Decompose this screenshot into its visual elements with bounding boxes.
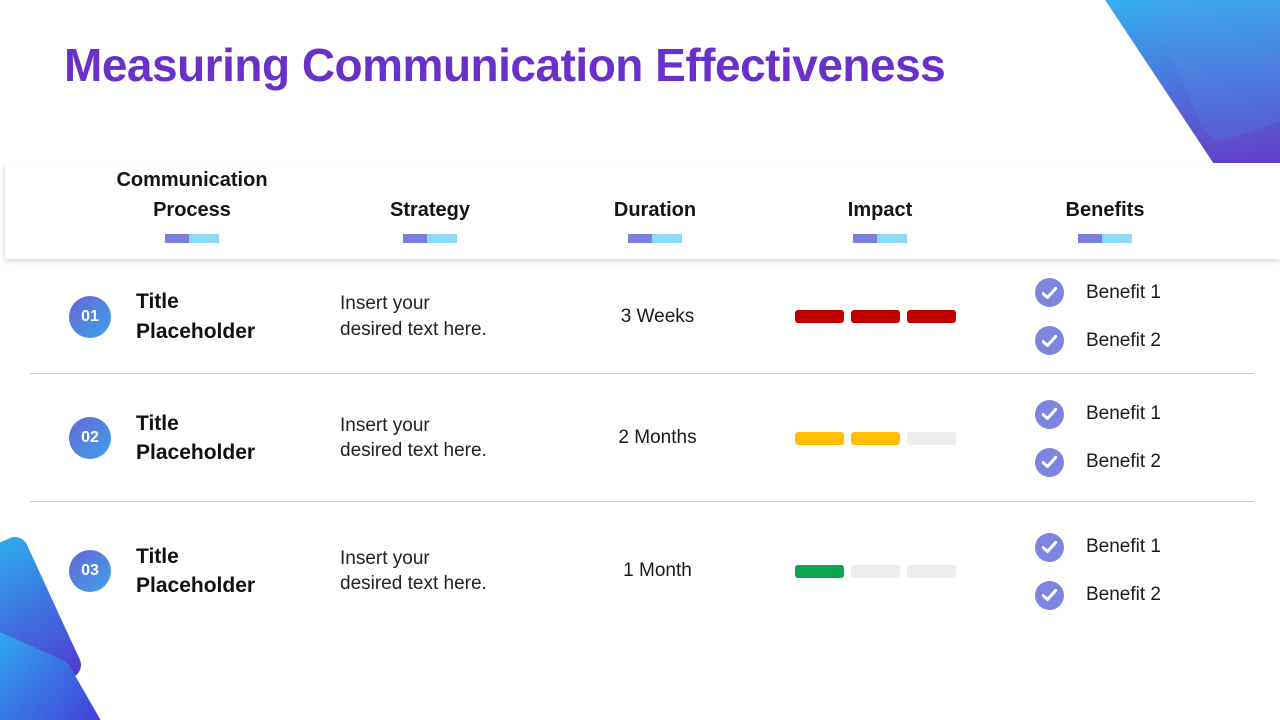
check-icon (1035, 326, 1064, 355)
decor-top-right-back (1105, 0, 1280, 190)
column-header-duration: Duration (545, 163, 765, 259)
benefit-label: Benefit 1 (1086, 281, 1161, 303)
duration-value: 2 Months (618, 427, 697, 448)
strategy-cell: Insert your desired text here. (340, 259, 525, 374)
process-title-cell: Title Placeholder (136, 374, 286, 502)
benefit-item: Benefit 2 (1035, 447, 1161, 477)
impact-segment (851, 564, 900, 578)
table-row: 01 Title Placeholder Insert your desired… (0, 259, 1280, 374)
impact-cell (795, 259, 956, 374)
benefit-label: Benefit 2 (1086, 329, 1161, 351)
process-title-cell: Title Placeholder (136, 502, 286, 640)
column-header-label: Benefits (1065, 199, 1145, 221)
duration-cell: 3 Weeks (575, 259, 740, 374)
check-icon (1035, 278, 1064, 307)
duration-cell: 1 Month (575, 502, 740, 640)
column-header-label: Strategy (389, 199, 471, 221)
column-header-benefits: Benefits (995, 163, 1215, 259)
strategy-cell: Insert your desired text here. (340, 374, 525, 502)
impact-segment (795, 431, 844, 445)
impact-segment (795, 310, 844, 323)
benefit-label: Benefit 2 (1086, 584, 1161, 605)
column-header-impact: Impact (770, 163, 990, 259)
strategy-text: Insert your desired text here. (340, 293, 487, 340)
benefit-label: Benefit 1 (1086, 536, 1161, 557)
process-title-cell: Title Placeholder (136, 259, 286, 374)
column-header-label: Communication Process (116, 169, 268, 221)
process-title: Title Placeholder (136, 411, 256, 464)
strategy-cell: Insert your desired text here. (340, 502, 525, 640)
benefits-cell: Benefit 1 Benefit 2 (1035, 259, 1255, 374)
duration-value: 3 Weeks (620, 305, 695, 327)
check-icon (1035, 399, 1064, 429)
benefit-item: Benefit 1 (1035, 399, 1161, 429)
benefits-cell: Benefit 1 Benefit 2 (1035, 374, 1255, 502)
check-icon (1035, 532, 1064, 562)
duration-cell: 2 Months (575, 374, 740, 502)
table-row: 02 Title Placeholder Insert your desired… (0, 374, 1280, 502)
duration-value: 1 Month (623, 560, 692, 581)
process-title: Title Placeholder (136, 544, 256, 597)
impact-cell (795, 374, 956, 502)
table-header-band: Communication Process Strategy Duration … (5, 163, 1280, 259)
impact-segment (907, 564, 956, 578)
impact-segment (851, 431, 900, 445)
header-accent-bar (1078, 234, 1132, 243)
row-number-badge: 03 (69, 550, 111, 592)
column-header-strategy: Strategy (320, 163, 540, 259)
row-number-badge: 01 (69, 295, 111, 338)
column-header-label: Impact (847, 199, 913, 221)
benefit-item: Benefit 2 (1035, 326, 1161, 355)
strategy-text: Insert your desired text here. (340, 547, 487, 594)
impact-cell (795, 502, 956, 640)
header-accent-bar (853, 234, 907, 243)
header-accent-bar (403, 234, 457, 243)
benefit-label: Benefit 1 (1086, 403, 1161, 424)
impact-segment (851, 310, 900, 323)
header-accent-bar (628, 234, 682, 243)
benefit-item: Benefit 1 (1035, 278, 1161, 307)
column-header-label: Duration (613, 199, 697, 221)
impact-segment (795, 564, 844, 578)
check-icon (1035, 580, 1064, 610)
benefit-item: Benefit 1 (1035, 532, 1161, 562)
row-divider (30, 501, 1254, 502)
impact-segment (907, 431, 956, 445)
row-divider (30, 373, 1254, 374)
header-accent-bar (165, 234, 219, 243)
table-row: 03 Title Placeholder Insert your desired… (0, 502, 1280, 640)
page-title: Measuring Communication Effectiveness (64, 39, 946, 91)
benefit-item: Benefit 2 (1035, 580, 1161, 610)
benefits-cell: Benefit 1 Benefit 2 (1035, 502, 1255, 640)
process-title: Title Placeholder (136, 290, 256, 343)
strategy-text: Insert your desired text here. (340, 414, 487, 461)
impact-segment (907, 310, 956, 323)
decor-top-right-front (1148, 0, 1280, 140)
row-number-badge: 02 (69, 417, 111, 459)
check-icon (1035, 447, 1064, 477)
column-header-communication-process: Communication Process (82, 163, 302, 259)
benefit-label: Benefit 2 (1086, 451, 1161, 472)
